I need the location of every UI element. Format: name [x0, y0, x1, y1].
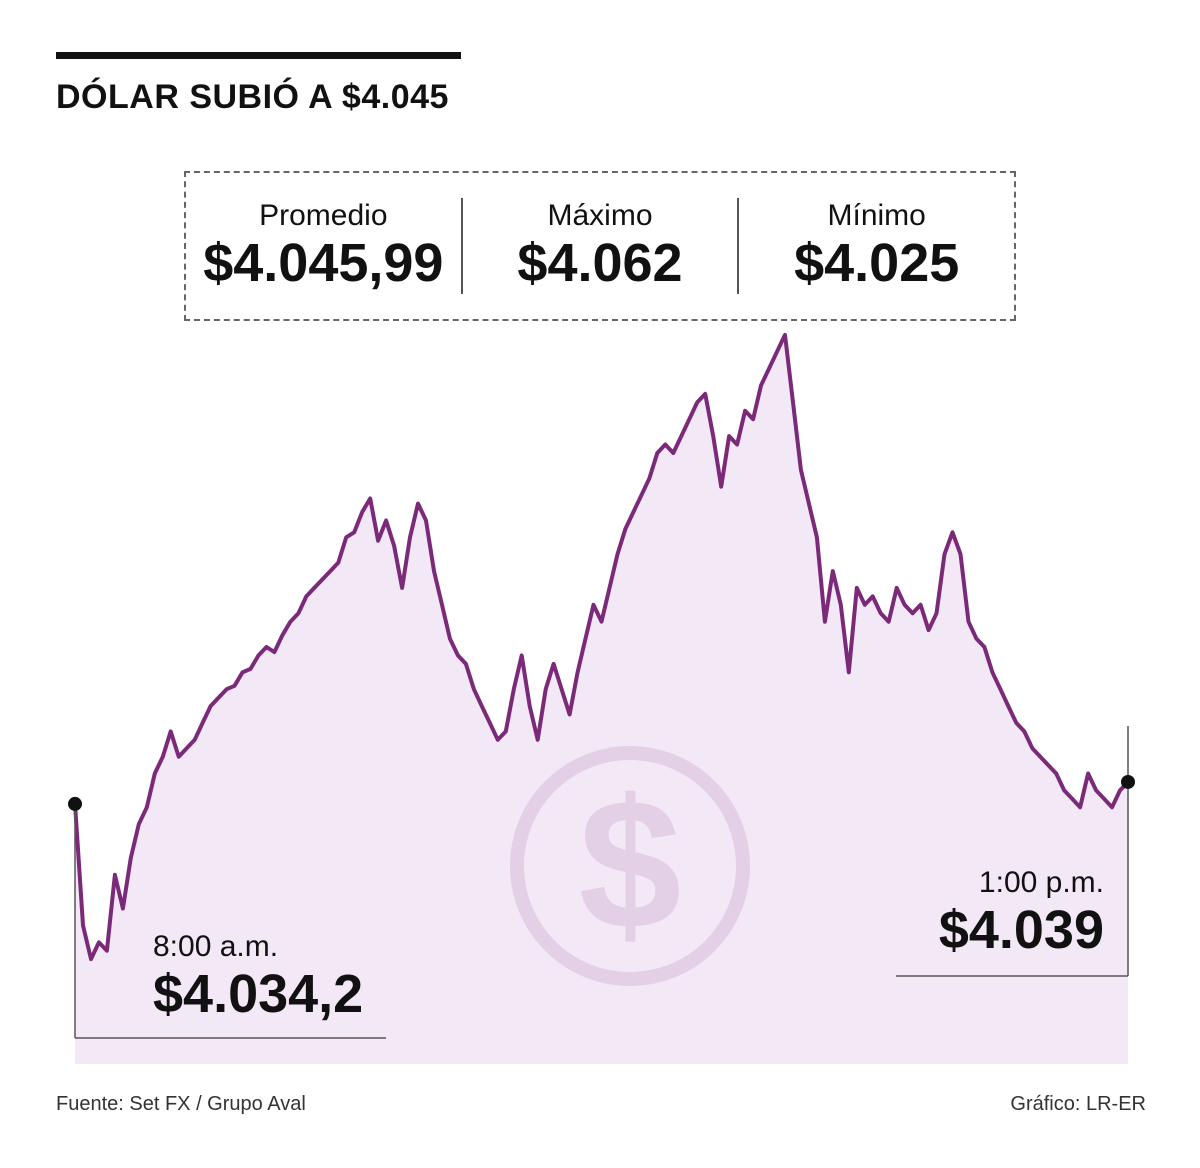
start-time: 8:00 a.m. [153, 930, 279, 963]
credit-note: Gráfico: LR-ER [1010, 1093, 1146, 1115]
stat-average-value: $4.045,99 [203, 233, 444, 293]
end-point [1121, 774, 1135, 789]
stat-average: Promedio $4.045,99 [186, 198, 461, 294]
stat-maximum-label: Máximo [547, 199, 653, 232]
stat-minimum-value: $4.025 [794, 233, 960, 293]
top-rule [56, 52, 461, 59]
start-value: $4.034,2 [153, 964, 364, 1024]
stat-average-label: Promedio [259, 199, 388, 232]
stats-box: Promedio $4.045,99 Máximo $4.062 Mínimo … [184, 171, 1016, 321]
chart-title: DÓLAR SUBIÓ A $4.045 [56, 78, 449, 116]
start-annotation: 8:00 a.m. $4.034,2 [153, 930, 363, 1024]
start-point [68, 796, 82, 811]
source-note: Fuente: Set FX / Grupo Aval [56, 1093, 306, 1115]
end-annotation: 1:00 p.m. $4.039 [939, 866, 1104, 960]
stat-maximum-value: $4.062 [517, 233, 683, 293]
stat-minimum-label: Mínimo [827, 199, 926, 232]
dollar-sign: $ [579, 762, 682, 968]
end-value: $4.039 [938, 900, 1104, 960]
area-fill [75, 334, 1128, 1064]
stat-maximum: Máximo $4.062 [460, 198, 738, 294]
dollar-coin-ring [510, 746, 750, 986]
stat-minimum: Mínimo $4.025 [737, 198, 1014, 294]
series-line [73, 332, 1130, 962]
end-time: 1:00 p.m. [978, 866, 1104, 899]
dollar-coin-icon: $ [510, 746, 750, 986]
